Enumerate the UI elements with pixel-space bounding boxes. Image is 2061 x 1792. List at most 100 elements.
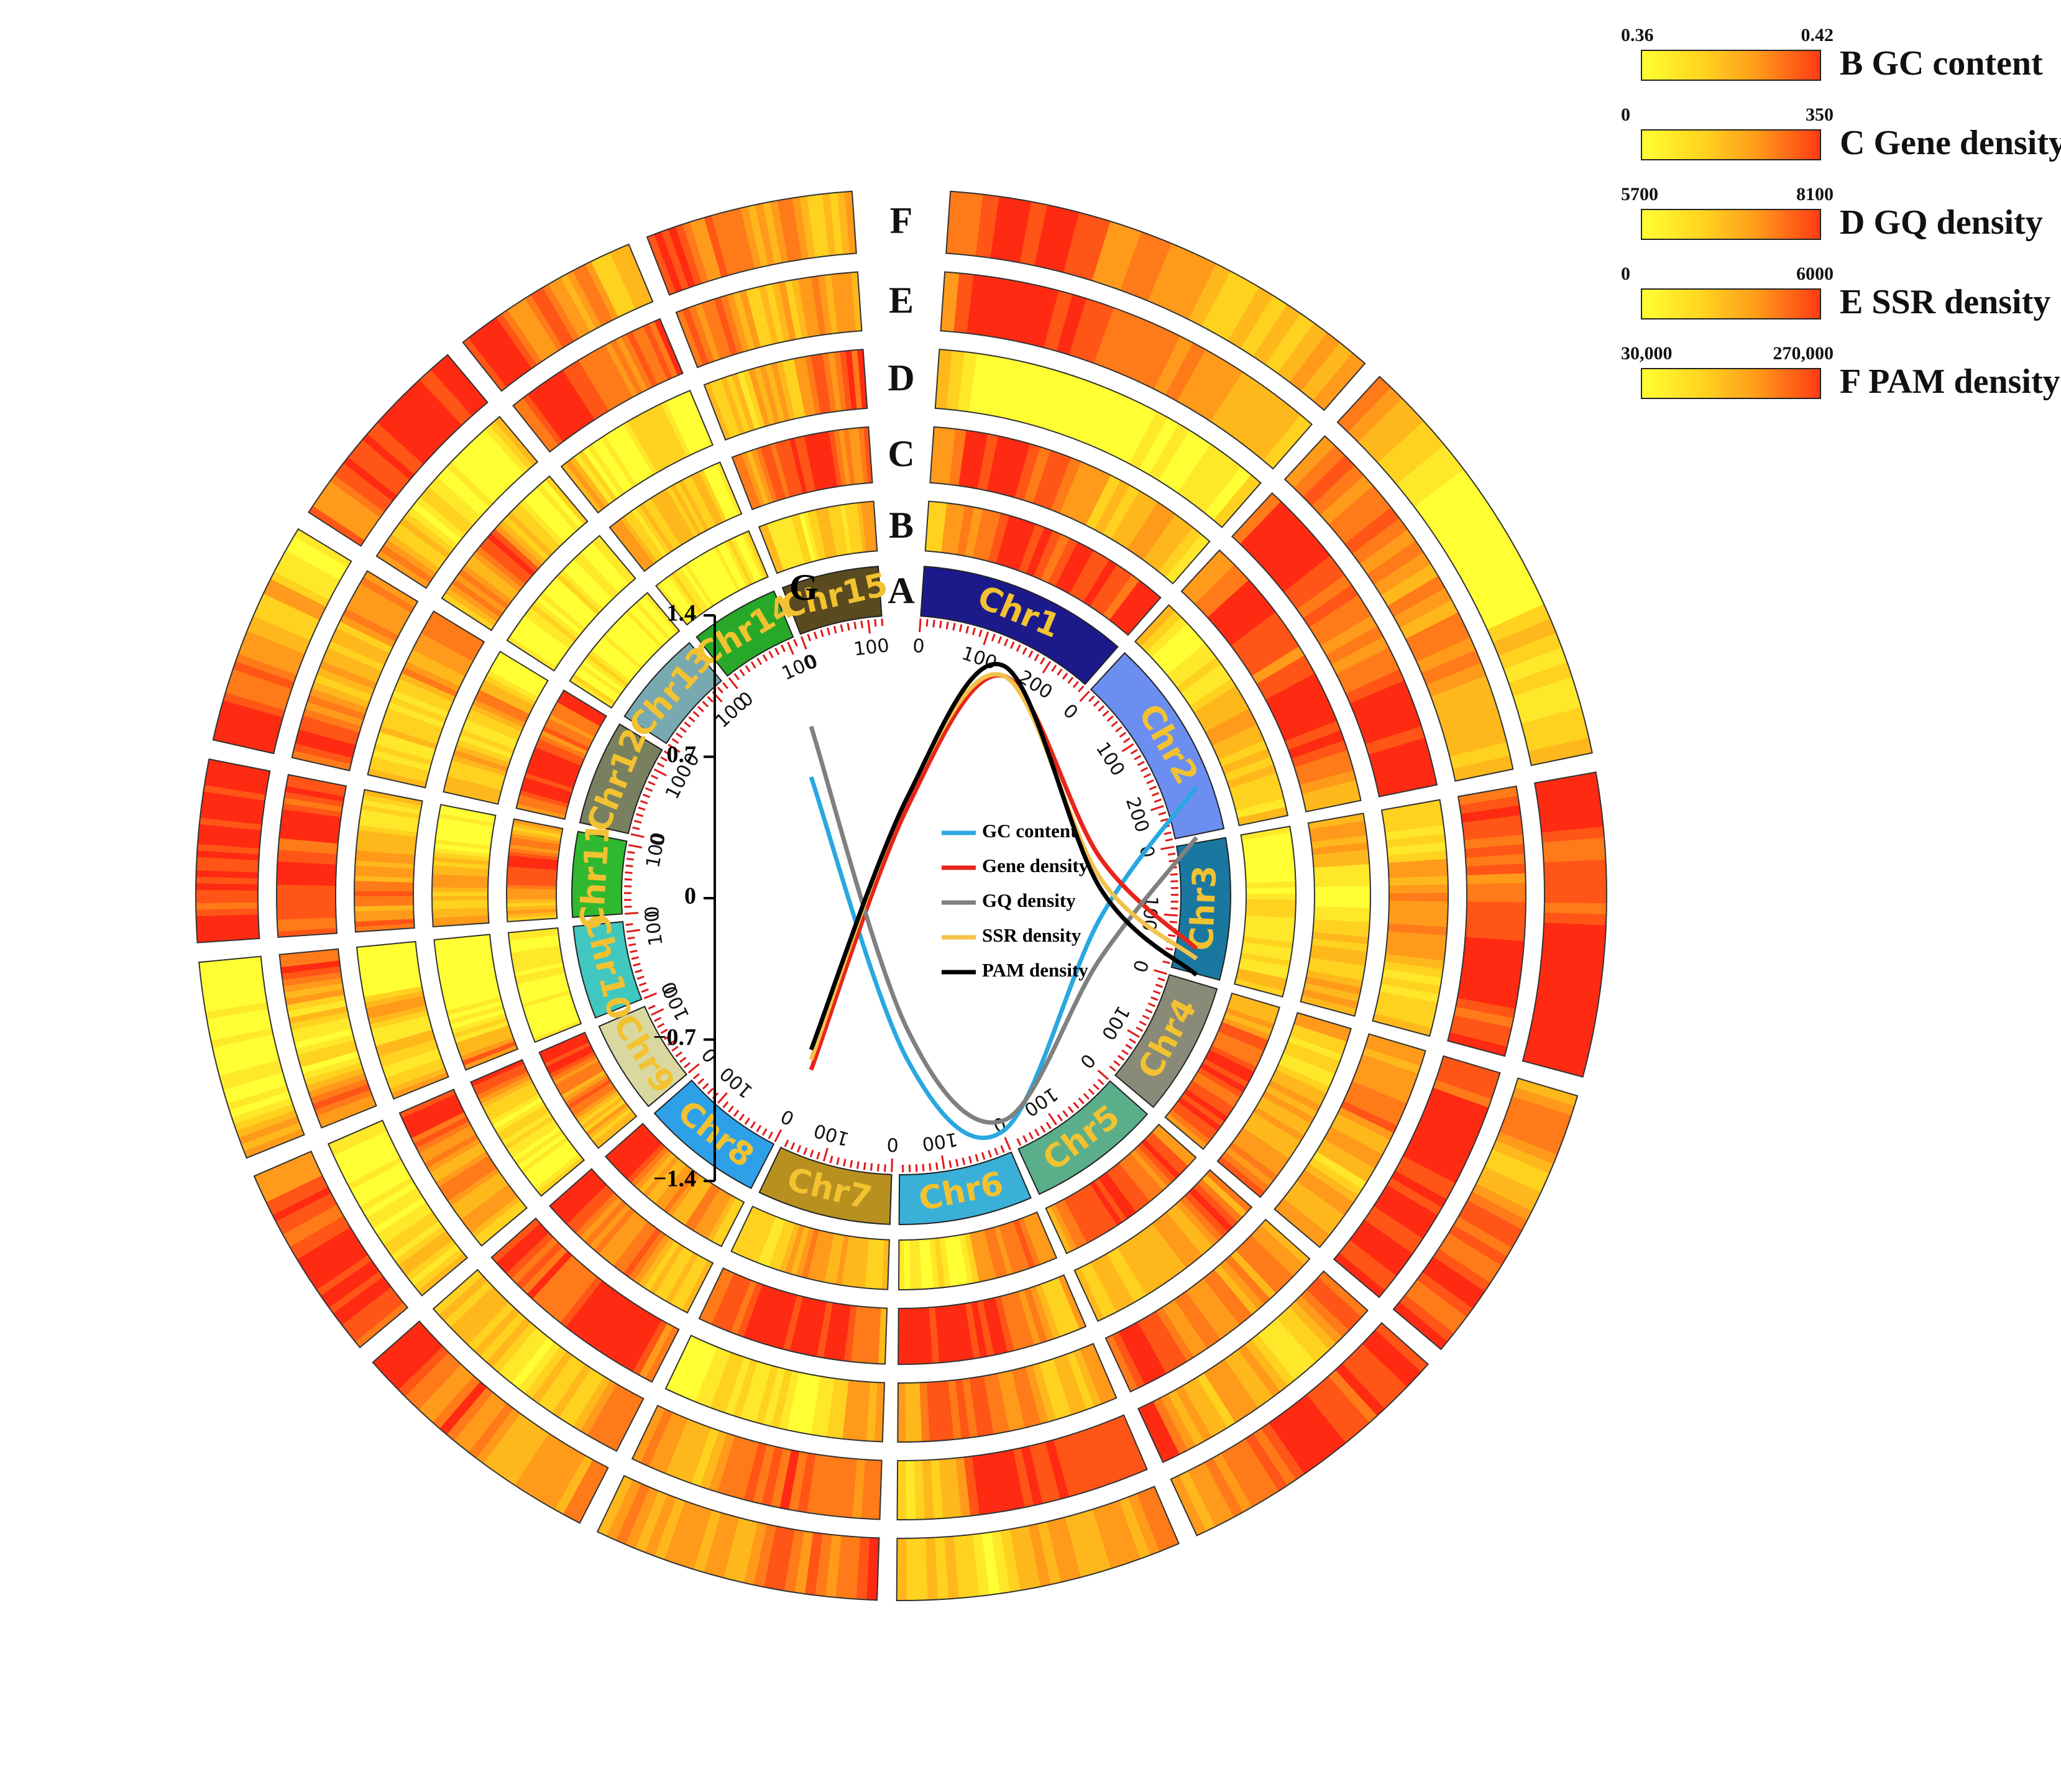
track-E-segment-Chr14 <box>512 318 684 453</box>
chromosome-label: Chr11 <box>574 821 618 931</box>
track-C-segment-Chr5 <box>1073 1169 1253 1322</box>
track-D-segment-Chr6 <box>897 1343 1118 1443</box>
track-E-segment-Chr1 <box>940 271 1313 470</box>
track-F-segment-Chr15 <box>646 190 857 296</box>
tick-label: 100 <box>641 909 667 947</box>
legend-label: B GC content <box>1840 44 2043 83</box>
track-C-segment-Chr9 <box>470 1059 585 1197</box>
legend-label: D GQ density <box>1840 203 2043 242</box>
track-F-segment-Chr8 <box>372 1320 609 1524</box>
track-E-segment-Chr5 <box>1137 1270 1369 1463</box>
tick-label: 100 <box>716 1062 757 1102</box>
plot-legend-label: Gene density <box>982 855 1089 876</box>
track-E-segment-Chr9 <box>327 1119 469 1297</box>
tick-label: 0 <box>778 1105 798 1129</box>
track-E-segment-Chr12 <box>291 570 419 771</box>
track-C-segment-Chr6 <box>897 1274 1087 1365</box>
track-B-segment-Chr1 <box>924 500 1162 636</box>
legend-D: 5700 8100 D GQ density <box>1616 184 2051 246</box>
track-F-segment-Chr10 <box>198 955 305 1159</box>
track-F-segment-Chr5 <box>1170 1321 1430 1537</box>
track-E-segment-Chr10 <box>278 948 377 1129</box>
legend-label: F PAM density <box>1840 362 2060 401</box>
track-B-segment-Chr7 <box>730 1205 890 1290</box>
legend-max: 270,000 <box>1773 343 1834 364</box>
heatmap-tracks <box>195 190 1607 1601</box>
legend-F: 30,000 270,000 F PAM density <box>1616 343 2060 405</box>
track-D-segment-Chr11 <box>354 789 423 933</box>
tick-label: 0 <box>1075 1049 1099 1073</box>
y-tick-label: 1.4 <box>667 600 697 627</box>
legend-label: E SSR density <box>1840 283 2051 321</box>
plot-legend-label: PAM density <box>982 959 1088 981</box>
track-letter-D: D <box>888 357 914 398</box>
tick-label: 100 <box>812 1119 852 1150</box>
track-C-segment-Chr4 <box>1216 1012 1352 1198</box>
track-F-segment-Chr3 <box>1522 771 1607 1078</box>
legend-E: 0 6000 E SSR density <box>1616 264 2051 326</box>
track-B-segment-Chr8 <box>604 1123 745 1248</box>
chromosome-label: Chr3 <box>1183 865 1224 951</box>
tick-label: 200 <box>1121 794 1154 835</box>
tick-label: 0 <box>698 1044 722 1067</box>
legend-color-bar <box>1641 288 1821 319</box>
series-line-gq-density <box>809 725 1198 1125</box>
track-F-segment-Chr9 <box>253 1151 409 1349</box>
track-C-segment-Chr7 <box>698 1267 888 1365</box>
track-E-segment-Chr13 <box>375 415 539 589</box>
track-E-segment-Chr3 <box>1447 785 1526 1057</box>
track-E-segment-Chr7 <box>631 1404 883 1520</box>
plot-legend-label: GQ density <box>982 889 1076 911</box>
track-E-segment-Chr11 <box>276 774 347 938</box>
track-B-segment-Chr11 <box>506 818 564 922</box>
legend-color-bar <box>1641 368 1821 399</box>
y-tick-label: −0.7 <box>653 1024 696 1050</box>
legend-min: 0 <box>1621 104 1630 125</box>
track-C-segment-Chr10 <box>433 934 519 1071</box>
tick-label: 100 <box>1097 1002 1134 1044</box>
legend-C: 0 350 C Gene density <box>1616 104 2061 167</box>
track-B-segment-Chr10 <box>507 927 582 1043</box>
track-B-segment-Chr6 <box>897 1211 1058 1290</box>
tick-label: 100 <box>920 1128 959 1154</box>
track-B-segment-Chr3 <box>1234 825 1297 998</box>
track-B-segment-Chr14 <box>655 530 769 626</box>
track-F-segment-Chr4 <box>1392 1077 1579 1351</box>
track-B-segment-Chr13 <box>569 592 681 709</box>
track-C-segment-Chr14 <box>608 461 743 572</box>
legend-max: 0.42 <box>1801 25 1834 45</box>
legend-max: 350 <box>1806 104 1834 125</box>
track-F-segment-Chr1 <box>945 190 1366 411</box>
tick-label: 0 <box>886 1133 899 1156</box>
track-D-segment-Chr2 <box>1231 492 1438 797</box>
legend-B: 0.36 0.42 B GC content <box>1616 25 2051 87</box>
track-E-segment-Chr8 <box>432 1269 645 1452</box>
legend-max: 8100 <box>1796 184 1834 204</box>
legend-color-bar <box>1641 129 1821 160</box>
series-line-pam-density <box>809 662 1198 1050</box>
legend-min: 5700 <box>1621 184 1658 204</box>
track-F-segment-Chr14 <box>462 243 654 392</box>
track-D-segment-Chr13 <box>441 475 589 632</box>
y-tick-label: −1.4 <box>653 1166 696 1192</box>
tick-label: 0 <box>641 905 664 918</box>
legend-color-bar <box>1641 50 1821 81</box>
y-tick-label: 0.7 <box>667 742 697 768</box>
track-letter-F: F <box>890 200 913 241</box>
track-D-segment-Chr3 <box>1372 799 1449 1037</box>
track-B-segment-Chr4 <box>1164 992 1280 1151</box>
track-D-segment-Chr1 <box>934 349 1262 528</box>
tick-label: 100 <box>853 635 891 661</box>
inner-plot-letter: G <box>789 567 819 608</box>
track-D-segment-Chr8 <box>490 1217 680 1383</box>
track-D-segment-Chr5 <box>1104 1218 1311 1393</box>
tick-label: 0 <box>1058 700 1082 724</box>
